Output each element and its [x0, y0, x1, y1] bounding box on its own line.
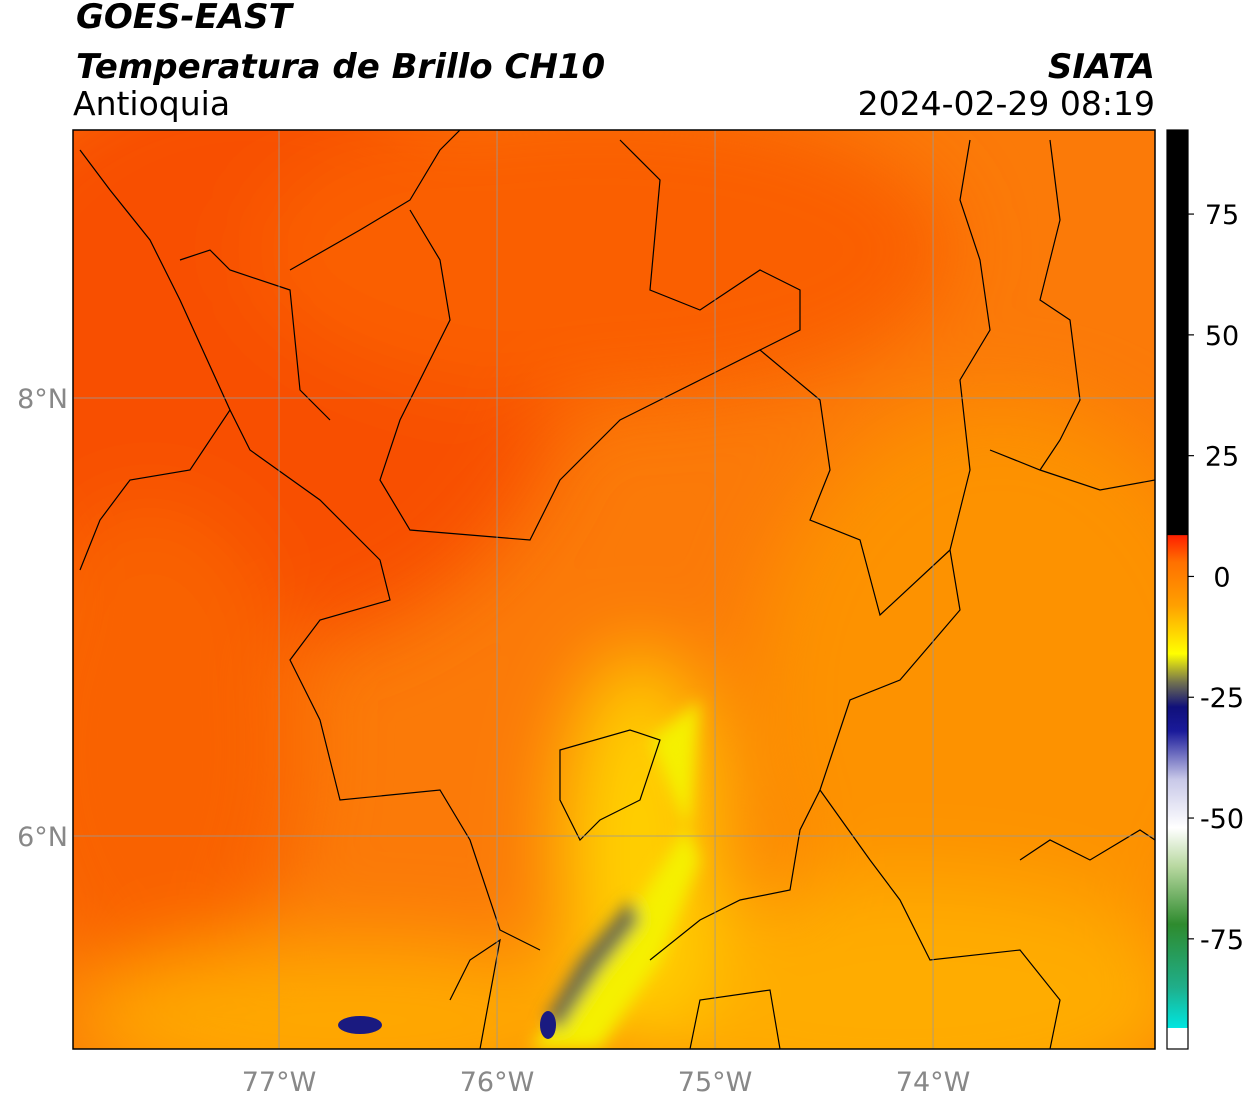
colorbar-tick-label: -50 [1200, 804, 1244, 835]
map-frame [72, 129, 1156, 1050]
lat-tick-label: 8°N [17, 384, 68, 415]
colorbar-tick-label: -75 [1200, 925, 1244, 956]
colorbar-tick-label: -25 [1200, 683, 1244, 714]
source: SIATA [1048, 47, 1155, 87]
colorbar-tick-label: 25 [1205, 442, 1239, 473]
timestamp: 2024-02-29 08:19 [858, 84, 1155, 123]
region: Antioquia [73, 84, 230, 123]
lon-tick-label: 74°W [896, 1067, 971, 1098]
lon-tick-label: 77°W [242, 1067, 317, 1098]
lon-tick-label: 75°W [678, 1067, 753, 1098]
colorbar-tick-label: 0 [1213, 562, 1230, 593]
colorbar [1166, 129, 1189, 1050]
subtitle: Temperatura de Brillo CH10 [76, 47, 605, 87]
map-image [73, 130, 1155, 1049]
colorbar-tick-label: 75 [1205, 200, 1239, 231]
title: GOES-EAST [76, 0, 295, 37]
colorbar-tick-label: 50 [1205, 321, 1239, 352]
lon-tick-label: 76°W [460, 1067, 535, 1098]
lat-tick-label: 6°N [17, 822, 68, 853]
graticule [73, 130, 1155, 1049]
